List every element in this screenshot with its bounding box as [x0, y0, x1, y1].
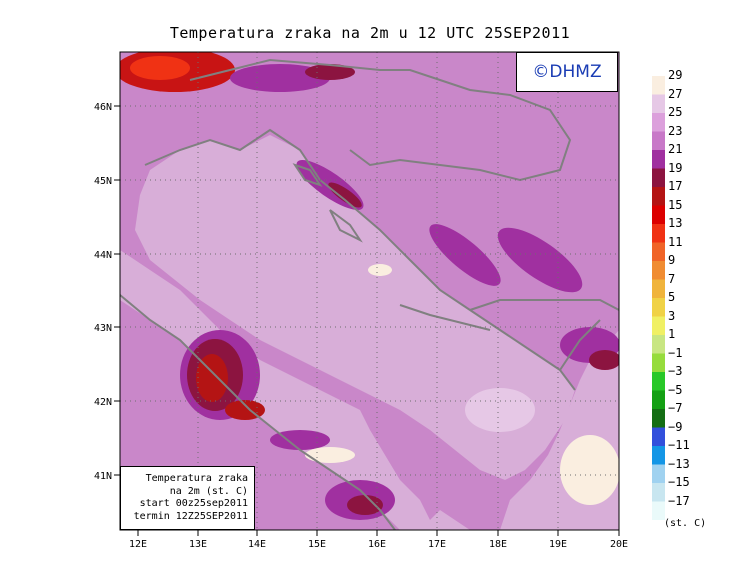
legend-swatch-19 [652, 427, 665, 446]
legend-label-12: 5 [668, 290, 676, 304]
legend-swatch-2 [652, 113, 665, 132]
legend-swatch-13 [652, 316, 665, 335]
legend-label-5: 19 [668, 160, 683, 175]
legend-label-3: 23 [668, 123, 683, 138]
legend-label-20: −11 [668, 438, 690, 452]
dhmz-logo: ©DHMZ [516, 52, 618, 92]
info-box: Temperatura zraka na 2m (st. C) start 00… [120, 466, 255, 530]
legend-swatch-0 [652, 76, 665, 95]
legend-label-7: 15 [668, 197, 683, 212]
legend-swatch-14 [652, 335, 665, 354]
legend-swatch-23 [652, 501, 665, 520]
legend-label-22: −15 [668, 475, 690, 489]
info-line-3: start 00z25sep2011 [139, 498, 248, 509]
lat-label-43n: 43N [94, 323, 112, 334]
legend-label-15: −1 [668, 345, 683, 360]
legend-swatch-18 [652, 409, 665, 428]
legend-swatch-11 [652, 279, 665, 298]
border-line [189, 58, 619, 371]
coastline [120, 128, 576, 530]
legend-swatch-21 [652, 464, 665, 483]
lon-label-16e: 16E [368, 539, 386, 550]
legend-swatch-6 [652, 187, 665, 206]
legend-swatch-5 [652, 168, 665, 187]
lat-label-45n: 45N [94, 176, 112, 187]
legend-swatch-12 [652, 298, 665, 317]
legend-swatch-22 [652, 483, 665, 502]
lon-label-18e: 18E [489, 539, 507, 550]
lon-label-12e: 12E [129, 539, 147, 550]
lat-label-46n: 46N [94, 102, 112, 113]
legend-unit: (st. C) [664, 518, 707, 529]
legend-label-23: −17 [668, 493, 690, 508]
legend-label-0: 29 [668, 68, 683, 82]
info-line-1: Temperatura zraka [145, 473, 248, 484]
legend-swatch-16 [652, 372, 665, 391]
legend-label-9: 11 [668, 234, 683, 249]
legend-swatch-7 [652, 205, 665, 224]
legend-label-13: 3 [668, 308, 676, 323]
legend-swatch-1 [652, 94, 665, 113]
lon-ticks [137, 530, 620, 536]
legend-label-18: −7 [668, 401, 683, 415]
lat-ticks [114, 105, 120, 476]
grid-lines [120, 52, 619, 530]
lon-label-15e: 15E [308, 539, 326, 550]
legend-label-2: 25 [668, 105, 683, 119]
legend-swatch-10 [652, 261, 665, 280]
legend-label-4: 21 [668, 142, 683, 156]
map-title: Temperatura zraka na 2m u 12 UTC 25SEP20… [169, 24, 571, 42]
lon-label-19e: 19E [549, 539, 567, 550]
legend-label-6: 17 [668, 179, 683, 193]
legend-label-14: 1 [668, 327, 676, 341]
legend-swatch-9 [652, 242, 665, 261]
legend-label-17: −5 [668, 382, 683, 397]
legend-label-10: 9 [668, 253, 676, 267]
sea-adriatic [135, 135, 575, 480]
lon-label-17e: 17E [428, 539, 446, 550]
lat-label-42n: 42N [94, 397, 112, 408]
legend-label-16: −3 [668, 364, 683, 378]
lat-label-44n: 44N [94, 250, 112, 261]
info-line-2: na 2m (st. C) [169, 485, 248, 497]
legend-swatch-4 [652, 150, 665, 169]
color-legend [652, 76, 665, 520]
legend-swatch-15 [652, 353, 665, 372]
lon-label-13e: 13E [189, 539, 207, 550]
legend-label-21: −13 [668, 456, 690, 471]
lon-label-14e: 14E [248, 539, 266, 550]
legend-label-1: 27 [668, 86, 683, 101]
legend-swatch-3 [652, 131, 665, 150]
legend-label-8: 13 [668, 216, 683, 230]
info-line-4: termin 12Z25SEP2011 [133, 510, 248, 522]
map-frame [119, 51, 620, 531]
lon-label-20e: 20E [610, 539, 628, 550]
legend-swatch-20 [652, 446, 665, 465]
legend-swatch-8 [652, 224, 665, 243]
legend-label-11: 7 [668, 271, 676, 286]
legend-label-19: −9 [668, 419, 683, 434]
lat-label-41n: 41N [94, 471, 112, 482]
legend-swatch-17 [652, 390, 665, 409]
